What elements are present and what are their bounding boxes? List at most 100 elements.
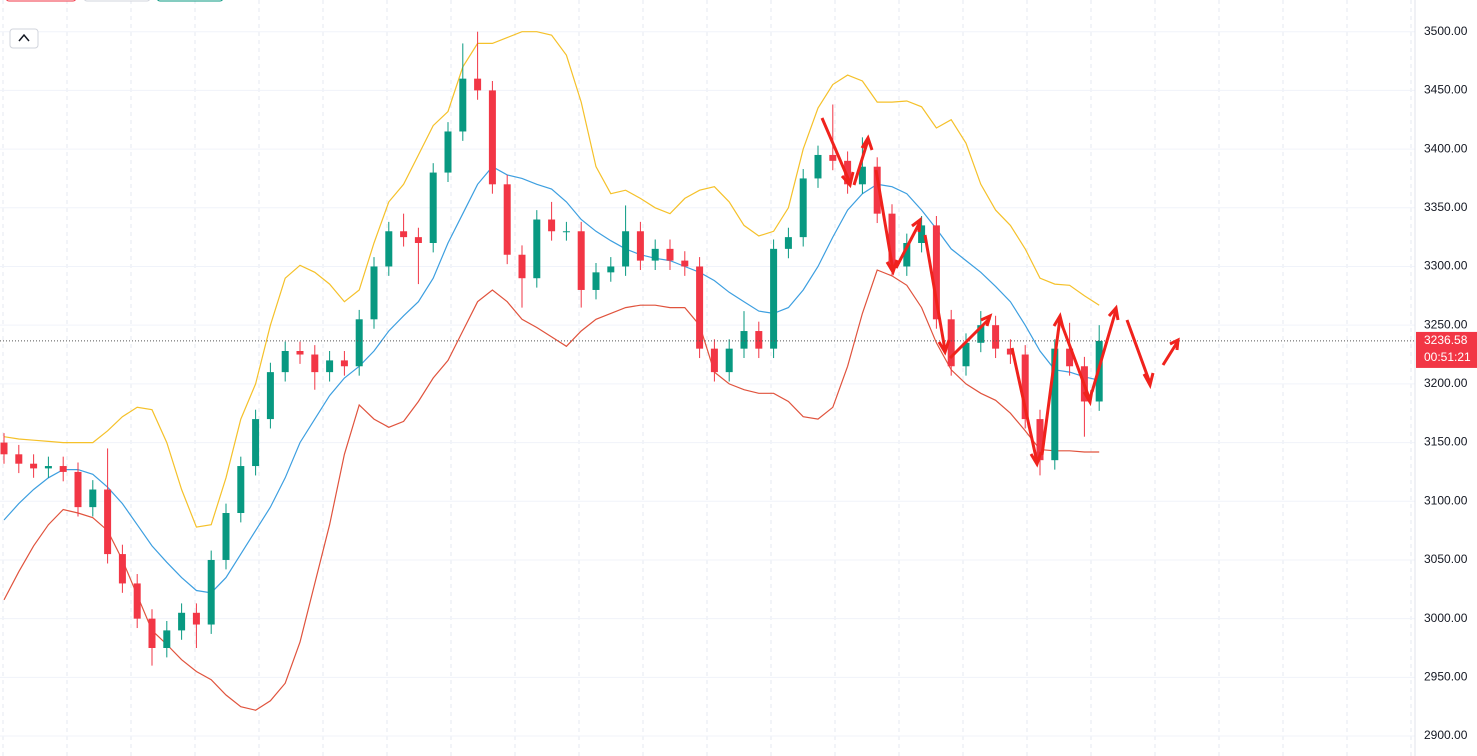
- candle-body: [962, 342, 970, 367]
- lower-band: [3, 269, 1100, 711]
- candle-body: [178, 612, 186, 631]
- candle-body: [562, 231, 570, 233]
- candle-body: [992, 325, 1000, 349]
- candle-body: [725, 348, 733, 373]
- candle-body: [622, 231, 630, 267]
- y-tick-label: 3300.00: [1424, 259, 1468, 273]
- candle-body: [873, 166, 881, 214]
- plot: [0, 31, 1415, 737]
- candle-body: [0, 442, 8, 455]
- y-tick-label: 2950.00: [1424, 670, 1468, 684]
- candle-body: [133, 583, 141, 619]
- candle-body: [710, 348, 718, 373]
- candle-body: [385, 231, 393, 267]
- candle-body: [281, 351, 289, 373]
- candle-body: [340, 360, 348, 367]
- countdown-label: 00:51:21: [1424, 350, 1471, 364]
- candle-body: [429, 172, 437, 243]
- candle-body: [488, 90, 496, 185]
- candle-body: [296, 351, 304, 355]
- middle-band: [3, 165, 1100, 594]
- candle-body: [858, 166, 866, 185]
- candle-body: [252, 419, 260, 467]
- candle-body: [844, 160, 852, 185]
- candle-body: [1006, 348, 1014, 355]
- candle-body: [518, 254, 526, 279]
- candle-body: [266, 372, 274, 420]
- candle-body: [696, 266, 704, 349]
- candle-body: [207, 559, 215, 625]
- candle-body: [30, 463, 38, 469]
- candle-body: [44, 466, 52, 469]
- y-tick-label: 3400.00: [1424, 141, 1468, 155]
- chevron-icon: [18, 33, 30, 42]
- candle-body: [59, 466, 67, 472]
- candle-body: [533, 219, 541, 279]
- candle-body: [977, 325, 985, 343]
- candle-body: [370, 266, 378, 320]
- candle-body: [592, 272, 600, 290]
- candle-body: [222, 513, 230, 560]
- y-tick-label: 3350.00: [1424, 200, 1468, 214]
- candle-body: [1051, 348, 1059, 461]
- candle-body: [414, 237, 422, 243]
- candle-body: [932, 225, 940, 320]
- candle-body: [947, 319, 955, 367]
- candle-body: [1036, 419, 1044, 461]
- toolbar-button[interactable]: [84, 0, 150, 2]
- y-tick-label: 3050.00: [1424, 552, 1468, 566]
- candle-body: [503, 184, 511, 255]
- candle-body: [15, 454, 23, 464]
- candle-body: [74, 471, 82, 508]
- candle-body: [1066, 348, 1074, 367]
- candle-body: [118, 554, 126, 584]
- candle-body: [799, 178, 807, 238]
- y-tick-label: 3000.00: [1424, 611, 1468, 625]
- candle-body: [666, 248, 674, 261]
- candle-body: [474, 78, 482, 91]
- candle-body: [829, 154, 837, 161]
- last-price-label: 3236.58: [1424, 333, 1468, 347]
- y-tick-label: 2900.00: [1424, 728, 1468, 742]
- y-tick-label: 3200.00: [1424, 376, 1468, 390]
- y-tick-label: 3150.00: [1424, 435, 1468, 449]
- candle-body: [755, 331, 763, 349]
- candle-body: [237, 466, 245, 513]
- candle-body: [326, 360, 334, 373]
- candle-body: [355, 319, 363, 367]
- y-tick-label: 3250.00: [1424, 317, 1468, 331]
- candle-body: [577, 231, 585, 290]
- candle-body: [548, 219, 556, 232]
- price-label-box: [1416, 331, 1477, 368]
- candle-body: [888, 213, 896, 267]
- candle-body: [1021, 354, 1029, 420]
- candle-body: [770, 248, 778, 349]
- candle-body: [400, 231, 408, 238]
- candle-body: [636, 231, 644, 261]
- candle-body: [607, 266, 615, 273]
- candle-body: [903, 243, 911, 267]
- candle-body: [459, 78, 467, 132]
- candle-body: [651, 248, 659, 261]
- candle-body: [311, 354, 319, 373]
- candle-body: [681, 260, 689, 267]
- candle-body: [918, 225, 926, 243]
- candle-body: [192, 612, 200, 625]
- candle-body: [148, 618, 156, 648]
- candle-body: [89, 489, 97, 508]
- candle-body: [784, 237, 792, 249]
- collapse-button[interactable]: [9, 28, 39, 49]
- y-tick-label: 3450.00: [1424, 83, 1468, 97]
- candle-body: [163, 630, 171, 648]
- upper-band: [3, 31, 1100, 528]
- y-tick-label: 3500.00: [1424, 24, 1468, 38]
- toolbar-button[interactable]: [157, 0, 223, 2]
- drawn-arrows: [820, 117, 1180, 468]
- candle-body: [814, 154, 822, 179]
- toolbar-button[interactable]: [6, 0, 76, 2]
- y-tick-label: 3100.00: [1424, 493, 1468, 507]
- candle-body: [444, 131, 452, 173]
- candle-body: [104, 489, 112, 555]
